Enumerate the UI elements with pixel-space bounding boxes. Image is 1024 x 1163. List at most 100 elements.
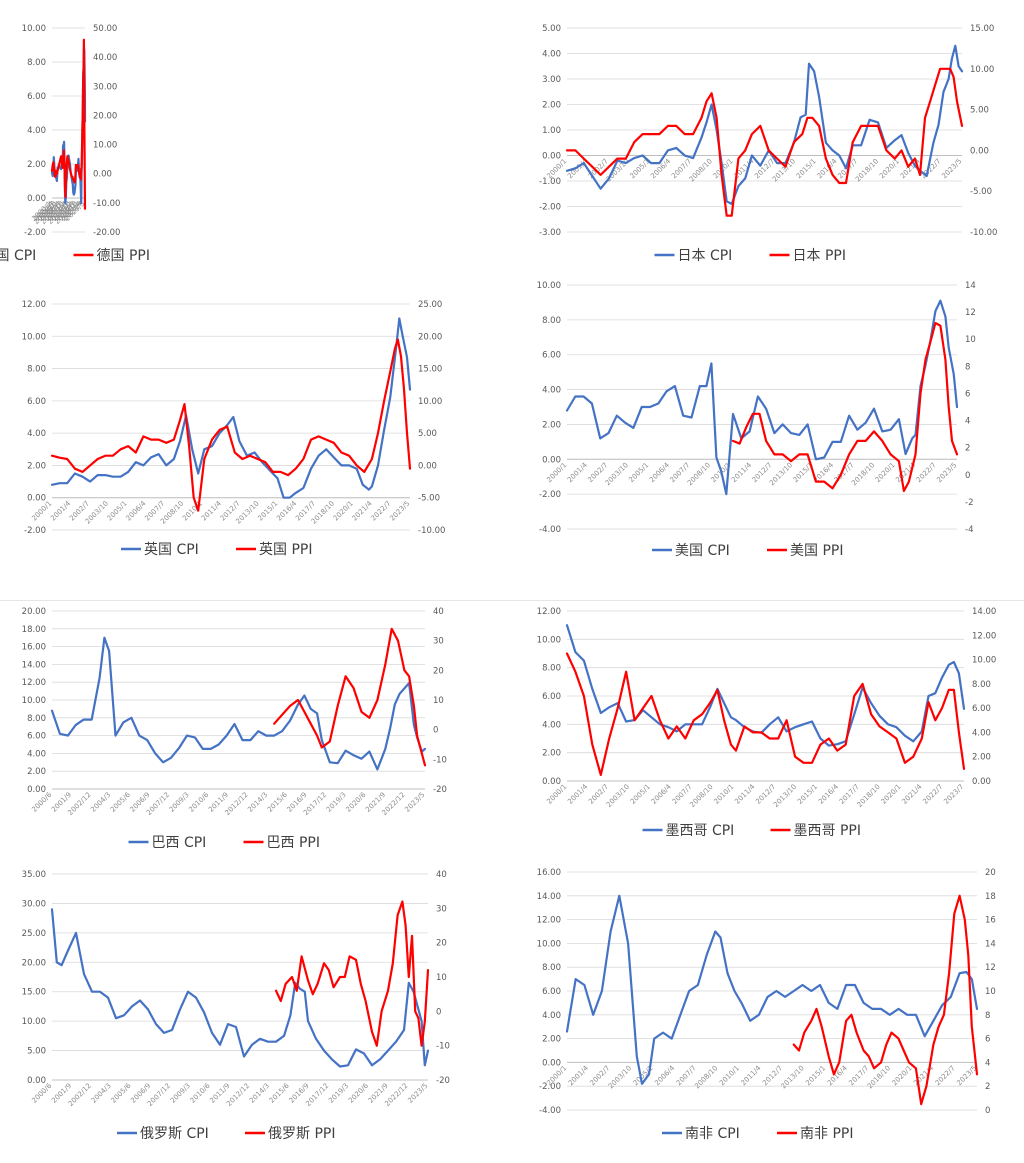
- x-tick-label: 2005/6: [109, 1081, 132, 1104]
- x-tick-label: 2020/6: [344, 790, 367, 813]
- y-right-tick-label: 0: [965, 471, 970, 481]
- y-right-tick-label: 40: [433, 607, 444, 617]
- y-right-tick-label: 2: [985, 1082, 990, 1092]
- y-left-tick-label: 2.00: [542, 420, 561, 430]
- y-right-tick-label: 30.00: [93, 82, 117, 92]
- cpi-series-line: [565, 894, 979, 1085]
- y-left-tick-label: -4.00: [539, 525, 561, 535]
- y-right-tick-label: 15.00: [418, 365, 442, 375]
- x-tick-label: 2005/1: [629, 783, 652, 806]
- x-tick-label: 2008/10: [688, 783, 714, 809]
- ppi-series-line: [565, 652, 966, 776]
- y-right-tick-label: 30: [433, 637, 444, 647]
- x-tick-label: 2010/1: [712, 783, 735, 806]
- legend-cpi-label: 日本 CPI: [678, 248, 733, 264]
- y-left-tick-label: 10.00: [537, 635, 561, 645]
- y-left-tick-label: 4.00: [27, 749, 46, 759]
- y-left-tick-label: 2.00: [27, 461, 46, 471]
- x-tick-label: 2019/3: [327, 1082, 350, 1105]
- ppi-series-line: [50, 338, 412, 512]
- x-tick-label: 2003/10: [605, 783, 631, 809]
- x-tick-label: 2010/6: [189, 1081, 212, 1104]
- y-right-tick-label: 8.00: [972, 680, 991, 690]
- y-right-tick-label: 0: [433, 726, 438, 736]
- legend-ppi-label: 墨西哥 PPI: [794, 823, 861, 839]
- y-right-tick-label: -10.00: [93, 199, 120, 209]
- y-left-tick-label: 6.00: [27, 397, 46, 407]
- y-left-tick-label: -2.00: [24, 526, 46, 536]
- x-tick-label: 2015/1: [796, 783, 819, 806]
- chart-mexico: 0.00 2.00 4.00 6.00 8.00 10.00 12.00 0.00 2.00 4.…: [537, 607, 997, 839]
- y-left-tick-label: 15.00: [22, 988, 46, 998]
- x-tick-label: 2015/6: [266, 790, 289, 813]
- y-left-tick-label: 8.00: [542, 664, 561, 674]
- y-right-tick-label: 2.00: [972, 753, 991, 763]
- x-tick-label: 2006/4: [650, 782, 673, 805]
- y-left-tick-label: -3.00: [539, 228, 561, 238]
- y-right-tick-label: 20: [436, 939, 447, 949]
- legend: 日本 CPI 日本 PPI: [654, 248, 846, 264]
- y-right-tick-label: -20: [436, 1076, 450, 1086]
- y-right-tick-label: 10.00: [93, 141, 117, 151]
- legend-ppi-label: 英国 PPI: [259, 541, 312, 558]
- y-left-tick-label: 8.00: [27, 365, 46, 375]
- y-left-tick-label: 8.00: [27, 58, 46, 68]
- y-right-tick-label: 8: [965, 362, 970, 372]
- y-right-tick-label: 2: [965, 444, 970, 454]
- x-tick-label: 2010/1: [181, 499, 204, 522]
- x-tick-label: 2020/1: [878, 157, 901, 180]
- legend-ppi-label: 俄罗斯 PPI: [268, 1126, 335, 1142]
- x-tick-label: 2022/7: [915, 461, 938, 484]
- cpi-series-line: [565, 44, 964, 205]
- y-right-tick-label: -20.00: [93, 228, 120, 238]
- y-left-tick-label: 30.00: [22, 899, 46, 909]
- y-right-tick-label: 12: [985, 963, 996, 973]
- y-left-tick-label: 8.00: [542, 316, 561, 326]
- y-right-tick-label: 25.00: [418, 300, 442, 310]
- y-right-tick-label: 14: [965, 281, 976, 291]
- legend: 巴西 CPI 巴西 PPI: [128, 835, 320, 851]
- legend-cpi-label: 德国 CPI: [0, 248, 36, 264]
- legend: 美国 CPI 美国 PPI: [652, 543, 843, 559]
- y-right-tick-label: 20.00: [93, 111, 117, 121]
- chart-brazil: 0.00 2.00 4.00 6.00 8.00 10.00 12.00 14.00 16.00…: [22, 607, 447, 851]
- legend-cpi-label: 巴西 CPI: [152, 835, 207, 851]
- y-right-tick-label: 10: [433, 696, 444, 706]
- x-tick-label: 2001/4: [566, 461, 589, 484]
- y-right-tick-label: -5.00: [970, 187, 992, 197]
- y-right-tick-label: -4: [965, 525, 973, 535]
- x-tick-label: 2001/4: [566, 782, 589, 805]
- y-left-tick-label: 12.00: [537, 916, 561, 926]
- ppi-series-line: [50, 38, 87, 210]
- chart-japan: -3.00 -2.00 -1.00 0.00 1.00 2.00 3.00 4.00 5.00 -…: [539, 24, 997, 264]
- y-right-tick-label: 4: [985, 1058, 990, 1068]
- y-left-tick-label: -2.00: [539, 203, 561, 213]
- y-right-tick-label: 50.00: [93, 24, 117, 34]
- x-tick-label: 2020/1: [891, 1064, 914, 1087]
- legend: 南非 CPI 南非 PPI: [662, 1126, 853, 1142]
- x-tick-label: 2009/3: [168, 791, 191, 814]
- y-right-tick-label: 20.00: [418, 332, 442, 342]
- y-right-tick-label: 20: [985, 868, 996, 878]
- y-left-tick-label: 20.00: [22, 607, 46, 617]
- x-tick-label: 2014/3: [248, 1082, 271, 1105]
- y-left-tick-label: 6.00: [542, 692, 561, 702]
- y-right-tick-label: 8: [985, 1011, 990, 1021]
- x-tick-label: 2005/1: [106, 499, 129, 522]
- y-left-tick-label: 2.00: [27, 767, 46, 777]
- y-right-tick-label: -2: [965, 498, 973, 508]
- x-tick-label: 2010/6: [187, 790, 210, 813]
- y-left-tick-label: 2.00: [542, 1035, 561, 1045]
- x-tick-label: 2023/5: [935, 461, 958, 484]
- y-right-tick-label: -10: [436, 1042, 450, 1052]
- chart-germany: -2.00 0.00 2.00 4.00 6.00 8.00 10.00 -20.00 -10.…: [0, 24, 150, 264]
- y-left-tick-label: -1.00: [539, 177, 561, 187]
- y-right-tick-label: 10: [436, 973, 447, 983]
- y-left-tick-label: 4.00: [542, 386, 561, 396]
- cpi-series-line: [50, 636, 427, 771]
- y-right-tick-label: 18: [985, 892, 996, 902]
- y-left-tick-label: 10.00: [22, 1017, 46, 1027]
- x-tick-label: 2018/10: [856, 783, 882, 809]
- x-tick-label: 2015/1: [804, 1064, 827, 1087]
